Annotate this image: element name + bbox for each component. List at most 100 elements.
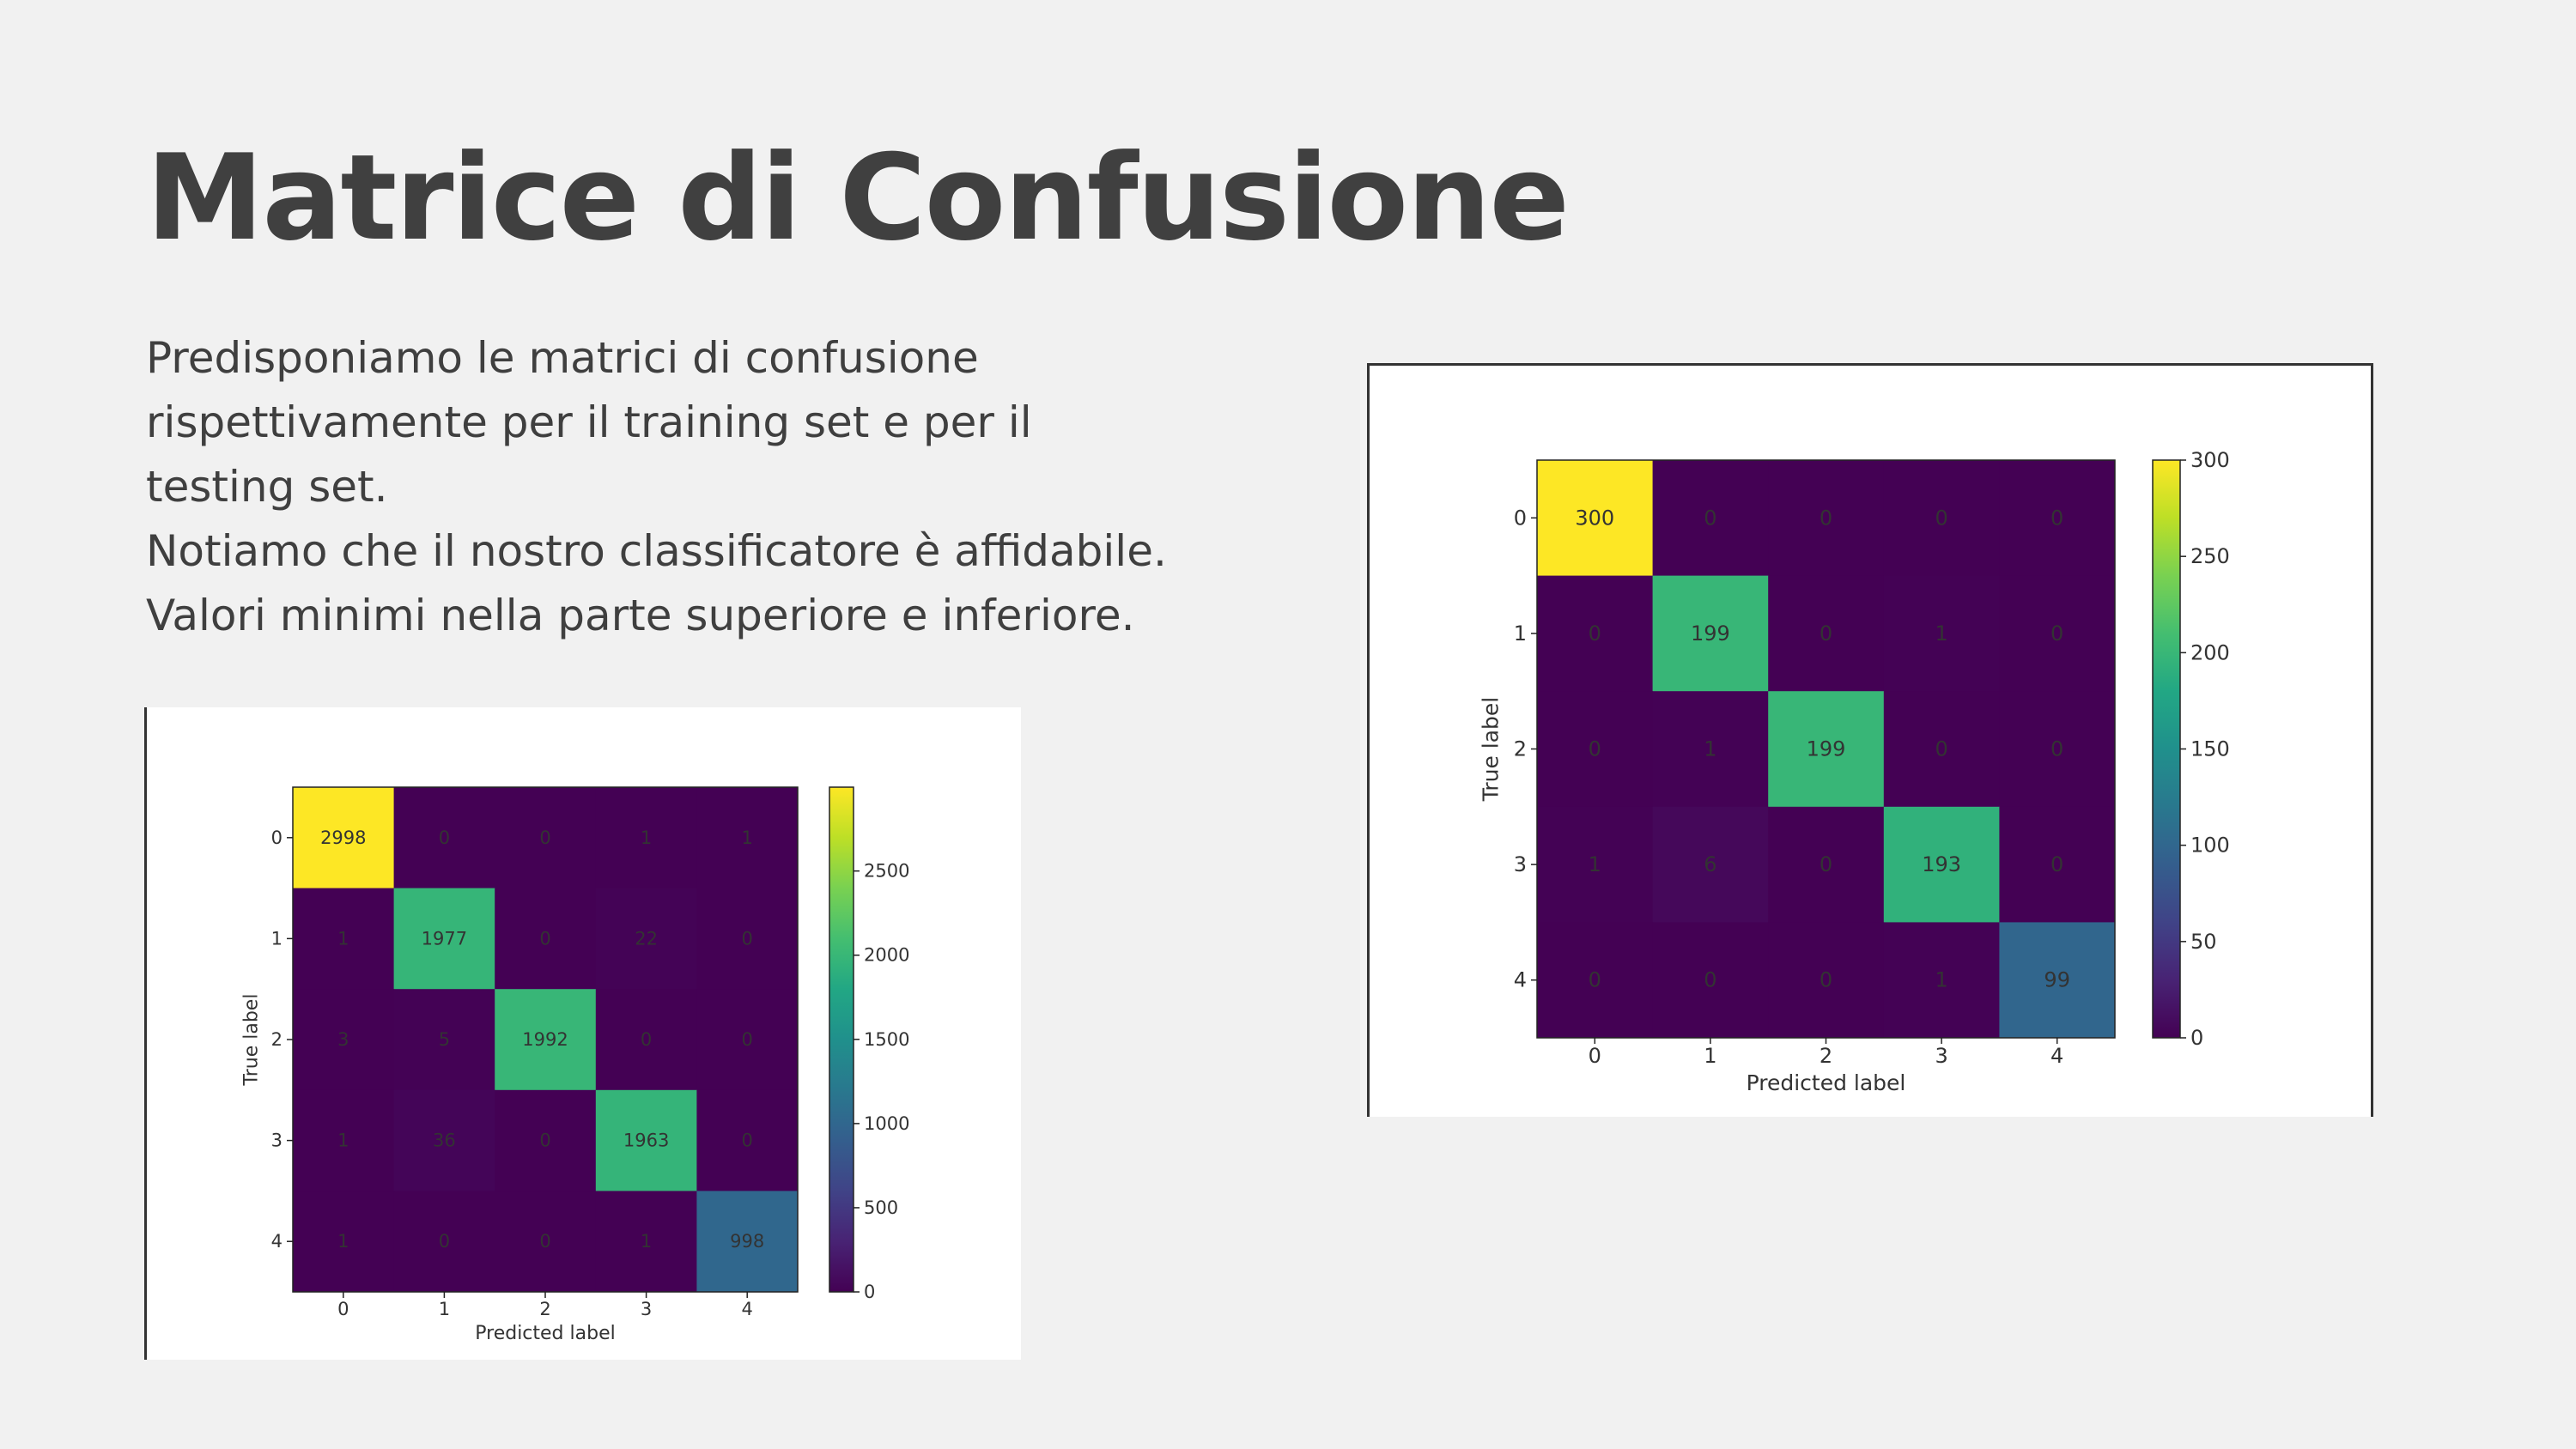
chart1-y-tick-label-4: 4	[1514, 968, 1527, 992]
chart0-y-tick-label-1: 1	[271, 928, 283, 949]
chart1-cell-value-4-4: 99	[2044, 968, 2070, 992]
chart0-y-axis-label: True label	[241, 994, 263, 1087]
chart1-cell-value-0-2: 0	[1820, 506, 1832, 530]
chart1-y-axis-label: True label	[1478, 697, 1503, 803]
chart1-y-tick-label-2: 2	[1514, 737, 1527, 761]
chart0-colorbar-tick-label-1000: 1000	[864, 1113, 909, 1134]
chart0-cell-0-0	[293, 787, 395, 889]
testing-confusion-matrix-frame: 300 0 0 0 0 0 199 0 1 0 0 1 199 0 0 1 6 0 193 0 0 0 0 1 99 0 1 2 3 4 0…	[1367, 363, 2373, 1117]
chart1-cell-value-3-3: 193	[1922, 852, 1961, 876]
chart0-y-tick-label-2: 2	[271, 1029, 283, 1050]
chart1-colorbar-tick-label-100: 100	[2190, 834, 2230, 858]
chart1-cell-value-1-3: 1	[1935, 621, 1947, 646]
chart0-cell-value-2-2: 1992	[522, 1029, 568, 1050]
chart1-cell-value-0-4: 0	[2050, 506, 2063, 530]
chart1-cell-0-2	[1768, 460, 1885, 577]
chart1-cell-3-0	[1537, 806, 1654, 923]
chart0-cell-1-3	[595, 888, 697, 990]
chart0-x-tick-label-1: 1	[439, 1299, 450, 1319]
chart0-cell-4-4	[696, 1191, 799, 1293]
chart1-cell-value-3-0: 1	[1589, 852, 1601, 876]
chart1-cell-4-2	[1768, 922, 1885, 1039]
slide-title: Matrice di Confusione	[146, 129, 1570, 267]
chart1-x-tick-label-2: 2	[1820, 1044, 1832, 1068]
chart0-cell-3-0	[293, 1089, 395, 1191]
chart0-cell-value-4-0: 1	[337, 1231, 349, 1252]
chart0-x-tick-label-4: 4	[742, 1299, 753, 1319]
chart0-cell-value-3-0: 1	[337, 1131, 349, 1151]
chart0-cell-1-0	[293, 888, 395, 990]
chart0-cell-3-4	[696, 1089, 799, 1191]
chart0-colorbar-tick-label-500: 500	[864, 1197, 898, 1218]
testing-confusion-matrix-chart: 300 0 0 0 00 199 0 1 00 1 199 0 01 6 0 193 00 0 0 1 990 1 2 3 40…	[1478, 448, 2230, 1095]
chart1-cell-value-2-3: 0	[1935, 737, 1947, 761]
chart0-cell-3-2	[495, 1089, 597, 1191]
chart1-y-tick-label-1: 1	[1514, 621, 1527, 646]
chart1-colorbar-tick-label-0: 0	[2190, 1026, 2203, 1050]
chart0-colorbar-tick-label-0: 0	[864, 1282, 875, 1302]
chart0-cell-2-0	[293, 989, 395, 1091]
chart1-cell-value-0-1: 0	[1704, 506, 1716, 530]
chart0-cell-value-2-0: 3	[337, 1029, 349, 1050]
chart0-cell-value-2-3: 0	[641, 1029, 652, 1050]
chart1-cell-value-2-2: 199	[1807, 737, 1846, 761]
chart0-cell-value-1-1: 1977	[422, 928, 467, 949]
chart0-cell-value-4-2: 0	[539, 1231, 550, 1252]
chart1-x-tick-label-3: 3	[1935, 1044, 1947, 1068]
chart0-cell-4-2	[495, 1191, 597, 1293]
chart0-cell-1-2	[495, 888, 597, 990]
chart0-cell-2-4	[696, 989, 799, 1091]
chart0-colorbar-tick-label-2000: 2000	[864, 945, 909, 966]
chart1-cell-3-2	[1768, 806, 1885, 923]
chart0-cell-value-3-3: 1963	[623, 1131, 669, 1151]
chart1-cell-2-0	[1537, 691, 1654, 808]
paragraph-minimum-values: Valori minimi nella parte superiore e in…	[146, 591, 1135, 640]
chart1-cell-4-4	[1999, 922, 2116, 1039]
chart0-cell-2-2	[495, 989, 597, 1091]
chart1-x-tick-label-1: 1	[1704, 1044, 1716, 1068]
chart0-cell-4-3	[595, 1191, 697, 1293]
chart1-cell-value-1-0: 0	[1589, 621, 1601, 646]
chart0-cell-3-3	[595, 1089, 697, 1191]
chart0-cell-value-1-4: 0	[742, 928, 753, 949]
chart1-y-tick-label-0: 0	[1514, 506, 1527, 530]
chart0-y-tick-label-0: 0	[271, 828, 283, 848]
chart1-cell-3-3	[1883, 806, 2000, 923]
chart0-colorbar	[829, 786, 854, 1293]
chart1-cell-value-2-1: 1	[1704, 737, 1716, 761]
chart1-colorbar-tick-label-150: 150	[2190, 737, 2230, 761]
chart1-cell-2-1	[1652, 691, 1769, 808]
chart0-x-axis-label: Predicted label	[475, 1323, 615, 1344]
chart0-cell-1-4	[696, 888, 799, 990]
paragraph-intro: Predisponiamo le matrici di confusione r…	[146, 333, 1032, 512]
chart1-cell-value-1-4: 0	[2050, 621, 2063, 646]
chart0-cell-value-3-4: 0	[742, 1131, 753, 1151]
chart0-cell-3-1	[393, 1089, 495, 1191]
chart1-y-tick-label-3: 3	[1514, 852, 1527, 876]
chart0-cell-value-0-1: 0	[439, 828, 450, 848]
chart0-cell-value-1-2: 0	[539, 928, 550, 949]
chart1-cell-value-1-2: 0	[1820, 621, 1832, 646]
chart0-cell-4-1	[393, 1191, 495, 1293]
chart1-cell-value-4-3: 1	[1935, 968, 1947, 992]
chart1-colorbar-tick-label-250: 250	[2190, 544, 2230, 568]
chart1-colorbar-tick-label-50: 50	[2190, 930, 2217, 954]
chart0-cell-value-0-3: 1	[641, 828, 652, 848]
chart1-cell-value-3-4: 0	[2050, 852, 2063, 876]
chart1-cell-value-4-1: 0	[1704, 968, 1716, 992]
chart1-colorbar-tick-label-200: 200	[2190, 640, 2230, 664]
chart1-cell-4-1	[1652, 922, 1769, 1039]
chart1-cell-1-2	[1768, 575, 1885, 692]
chart1-cell-value-4-2: 0	[1820, 968, 1832, 992]
chart0-cell-value-2-4: 0	[742, 1029, 753, 1050]
chart1-cell-1-3	[1883, 575, 2000, 692]
chart0-x-tick-label-3: 3	[641, 1299, 652, 1319]
chart1-cell-0-3	[1883, 460, 2000, 577]
chart0-cell-value-0-2: 0	[539, 828, 550, 848]
chart1-cell-0-1	[1652, 460, 1769, 577]
chart0-cell-value-0-4: 1	[742, 828, 753, 848]
chart0-cell-2-3	[595, 989, 697, 1091]
chart0-cell-value-1-3: 22	[635, 928, 658, 949]
chart1-cell-value-0-3: 0	[1935, 506, 1947, 530]
chart1-cell-value-2-4: 0	[2050, 737, 2063, 761]
